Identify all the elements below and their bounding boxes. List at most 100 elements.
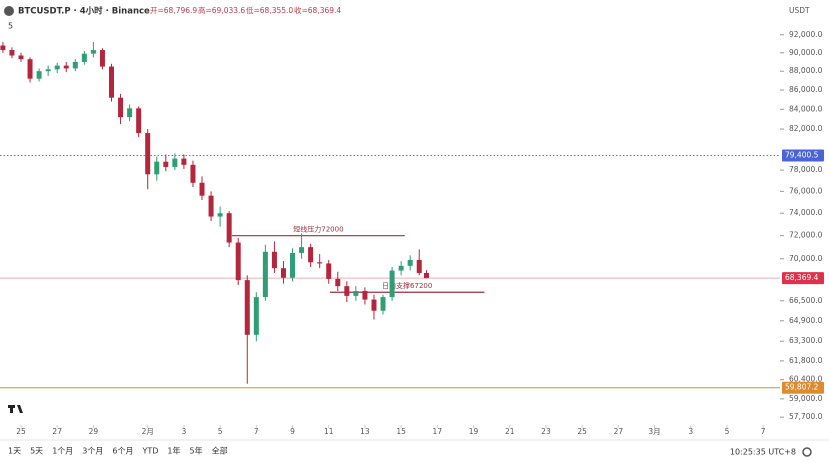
range-button[interactable]: 5年 [190, 446, 203, 456]
x-tick-label: 27 [52, 427, 62, 436]
range-button[interactable]: 1天 [8, 447, 21, 456]
candle-body [290, 252, 296, 278]
x-tick-label: 13 [360, 427, 370, 436]
y-tick-label: 92,000.0 [789, 30, 823, 39]
candle-body [317, 262, 323, 264]
candle-body [299, 247, 305, 253]
candle-body [371, 299, 377, 311]
candle-body [163, 161, 169, 167]
x-tick-label: 11 [324, 427, 334, 436]
x-tick-label: 25 [577, 427, 587, 436]
candle-body [154, 161, 160, 175]
x-tick-label: 21 [505, 427, 515, 436]
annotation-text: 短线压力72000 [293, 225, 343, 234]
candle-body [27, 59, 33, 79]
settings-icon[interactable] [802, 447, 812, 457]
ohlc-legend: 开=68,796.9 [150, 6, 197, 15]
indicator-toggle[interactable]: 5 [8, 22, 13, 31]
candle-body [190, 164, 196, 183]
x-tick-label: 3 [688, 427, 693, 436]
candle-body [109, 66, 115, 98]
y-tick-label: 78,000.0 [789, 165, 823, 174]
candle-body [423, 272, 429, 279]
price-tag [782, 381, 824, 394]
candle-body [344, 286, 350, 296]
x-tick-label: 23 [541, 427, 551, 436]
y-tick-label: 70,000.0 [789, 254, 823, 263]
annotation-text: 日内支撑67200 [382, 281, 432, 290]
x-tick-label: 29 [89, 427, 99, 436]
y-tick-label: 90,000.0 [789, 48, 823, 57]
y-tick-label: 59,000.0 [789, 394, 823, 403]
y-unit: USDT [789, 6, 810, 15]
ohlc-legend: 高=69,033.6 [198, 5, 245, 15]
x-tick-label: 2月 [142, 427, 154, 436]
x-tick-label: 7 [761, 427, 766, 436]
candle-body [199, 182, 205, 196]
candle-body [99, 50, 105, 67]
range-button[interactable]: 全部 [212, 446, 228, 456]
y-tick-label: 84,000.0 [789, 104, 823, 113]
x-tick-label: 27 [614, 427, 624, 436]
range-button[interactable]: 3个月 [82, 447, 103, 456]
candle-body [0, 45, 6, 51]
candle-body [45, 69, 51, 72]
y-tick-label: 88,000.0 [789, 66, 823, 75]
candle-body [172, 158, 178, 167]
candle-body [226, 213, 232, 243]
price-tag [782, 272, 824, 285]
candle-body [90, 50, 96, 54]
y-tick-label: 82,000.0 [789, 124, 823, 133]
x-tick-label: 17 [433, 427, 443, 436]
y-tick-label: 86,000.0 [789, 85, 823, 94]
candle-body [271, 251, 277, 269]
y-tick-label: 57,700.0 [789, 412, 823, 421]
range-button[interactable]: 6个月 [112, 447, 133, 456]
candle-body [145, 133, 151, 175]
candle-body [362, 291, 368, 300]
y-tick-label: 66,500.0 [789, 296, 823, 305]
candle-body [136, 108, 142, 134]
candle-body [118, 97, 124, 118]
candle-body [127, 108, 133, 118]
candle-body [54, 65, 60, 70]
range-button[interactable]: 5天 [30, 447, 43, 456]
price-tag-label: 59,807.2 [785, 383, 819, 392]
candle-body [9, 50, 15, 56]
price-tag-label: 79,400.5 [785, 150, 819, 159]
candle-body [235, 242, 241, 281]
x-tick-label: 7 [254, 427, 259, 436]
candle-body [244, 280, 250, 335]
candle-body [36, 71, 42, 79]
x-tick-label: 5 [218, 427, 223, 436]
candle-body [326, 263, 332, 279]
price-tag-label: 68,369.4 [785, 273, 819, 282]
candle-body [380, 297, 386, 311]
y-tick-label: 60,400.0 [789, 375, 823, 384]
x-tick-label: 3月 [648, 427, 660, 436]
ohlc-legend: 收=68,369.4 [294, 5, 341, 15]
candle-body [389, 270, 395, 298]
y-tick-label: 72,000.0 [789, 231, 823, 240]
x-tick-label: 19 [469, 427, 479, 436]
candle-body [63, 65, 69, 69]
y-tick-label: 74,000.0 [789, 208, 823, 217]
x-tick-label: 5 [725, 427, 730, 436]
clock: 10:25:35 UTC+8 [730, 448, 796, 457]
candle-body [335, 278, 341, 287]
candle-body [217, 213, 223, 217]
x-tick-label: 15 [396, 427, 406, 436]
candle-body [81, 53, 87, 62]
candle-body [181, 158, 187, 165]
range-button[interactable]: YTD [141, 447, 158, 456]
y-tick-label: 64,900.0 [789, 316, 823, 325]
chart-title: BTCUSDT.P · 4小时 · Binance [18, 6, 150, 17]
candle-body [280, 268, 286, 278]
range-button[interactable]: 1年 [167, 446, 180, 456]
candle-body [407, 259, 413, 266]
range-button[interactable]: 1个月 [52, 447, 73, 456]
candle-body [208, 195, 214, 217]
y-tick-label: 61,800.0 [789, 356, 823, 365]
candle-body [262, 251, 268, 298]
